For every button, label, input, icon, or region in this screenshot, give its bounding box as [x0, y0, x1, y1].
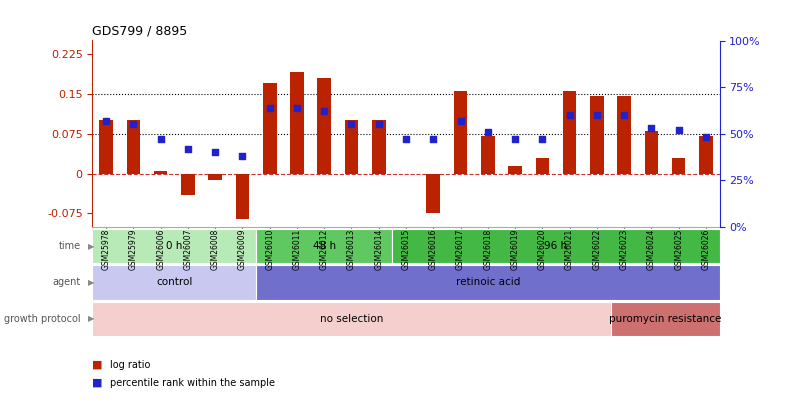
Text: GSM26012: GSM26012: [320, 228, 328, 270]
Text: GSM26023: GSM26023: [619, 228, 628, 270]
Point: [426, 136, 439, 143]
Bar: [153, 171, 167, 174]
Point: [671, 127, 684, 133]
Text: ▶: ▶: [88, 241, 95, 251]
Point: [508, 136, 521, 143]
Bar: [290, 72, 304, 174]
Bar: [535, 158, 548, 174]
Bar: [609, 302, 719, 336]
Text: GSM26018: GSM26018: [483, 228, 491, 270]
Point: [399, 136, 412, 143]
Bar: [372, 120, 385, 174]
Text: GSM26015: GSM26015: [401, 228, 410, 270]
Point: [344, 121, 357, 128]
Text: GSM26011: GSM26011: [292, 228, 301, 270]
Point: [290, 104, 303, 111]
Text: 96 h: 96 h: [544, 241, 567, 251]
Bar: [480, 136, 494, 174]
Text: GSM26006: GSM26006: [156, 228, 165, 270]
Bar: [317, 78, 331, 174]
Bar: [562, 91, 576, 174]
Point: [617, 112, 630, 118]
Text: GSM25978: GSM25978: [101, 228, 111, 270]
Text: GSM26020: GSM26020: [537, 228, 546, 270]
Text: growth protocol: growth protocol: [4, 314, 80, 324]
Point: [317, 108, 330, 115]
Text: percentile rank within the sample: percentile rank within the sample: [110, 378, 275, 388]
Bar: [255, 265, 719, 300]
Point: [589, 112, 602, 118]
Point: [154, 136, 167, 143]
Text: ■: ■: [92, 360, 103, 369]
Text: GSM26021: GSM26021: [565, 228, 573, 270]
Bar: [344, 120, 358, 174]
Text: GSM26017: GSM26017: [455, 228, 464, 270]
Text: GSM26016: GSM26016: [428, 228, 438, 270]
Point: [263, 104, 275, 111]
Point: [372, 121, 385, 128]
Text: GDS799 / 8895: GDS799 / 8895: [92, 25, 187, 38]
Bar: [507, 166, 521, 174]
Point: [209, 149, 222, 156]
Bar: [617, 96, 630, 174]
Bar: [671, 158, 685, 174]
Bar: [126, 120, 140, 174]
Text: GSM26013: GSM26013: [347, 228, 356, 270]
Bar: [255, 229, 392, 263]
Bar: [644, 131, 658, 174]
Bar: [426, 174, 439, 213]
Text: time: time: [58, 241, 80, 251]
Point: [644, 125, 657, 131]
Text: 0 h: 0 h: [166, 241, 182, 251]
Bar: [453, 91, 467, 174]
Text: control: control: [156, 277, 192, 288]
Point: [454, 117, 467, 124]
Text: GSM26007: GSM26007: [183, 228, 192, 270]
Bar: [208, 174, 222, 180]
Bar: [392, 229, 719, 263]
Text: agent: agent: [52, 277, 80, 288]
Bar: [99, 120, 112, 174]
Text: no selection: no selection: [320, 314, 383, 324]
Point: [127, 121, 140, 128]
Text: GSM26025: GSM26025: [674, 228, 683, 270]
Text: ▶: ▶: [88, 278, 95, 287]
Text: ▶: ▶: [88, 314, 95, 324]
Bar: [181, 174, 194, 195]
Text: GSM26010: GSM26010: [265, 228, 274, 270]
Text: 48 h: 48 h: [312, 241, 336, 251]
Text: GSM26008: GSM26008: [210, 228, 219, 270]
Text: GSM25979: GSM25979: [128, 228, 137, 270]
Bar: [92, 302, 609, 336]
Text: log ratio: log ratio: [110, 360, 150, 369]
Bar: [235, 174, 249, 219]
Bar: [589, 96, 603, 174]
Text: puromycin resistance: puromycin resistance: [608, 314, 720, 324]
Text: GSM26022: GSM26022: [592, 228, 601, 270]
Text: GSM26024: GSM26024: [646, 228, 655, 270]
Text: GSM26026: GSM26026: [700, 228, 710, 270]
Point: [181, 145, 194, 152]
Bar: [699, 136, 712, 174]
Point: [481, 128, 494, 135]
Text: ■: ■: [92, 378, 103, 388]
Point: [100, 117, 112, 124]
Text: GSM26009: GSM26009: [238, 228, 247, 270]
Point: [236, 153, 249, 159]
Bar: [92, 265, 255, 300]
Point: [562, 112, 575, 118]
Text: GSM26019: GSM26019: [510, 228, 519, 270]
Point: [699, 134, 711, 141]
Bar: [263, 83, 276, 174]
Point: [536, 136, 548, 143]
Bar: [92, 229, 255, 263]
Text: retinoic acid: retinoic acid: [455, 277, 520, 288]
Text: GSM26014: GSM26014: [373, 228, 383, 270]
